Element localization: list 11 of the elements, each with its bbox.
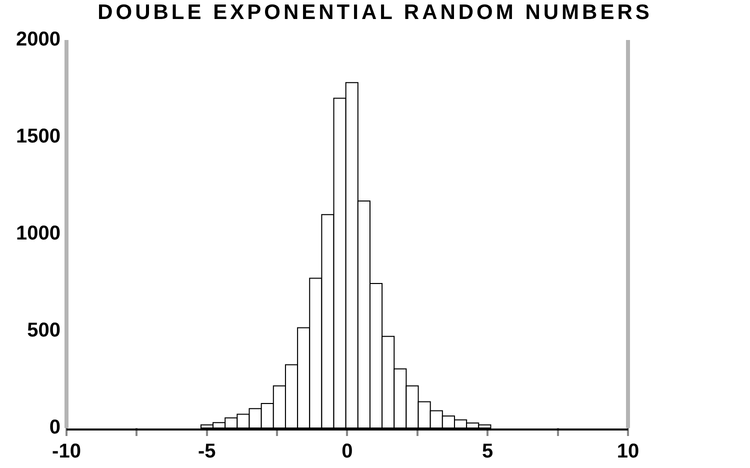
y-tick-label: 2000: [16, 28, 60, 51]
x-tick-label: 0: [342, 440, 353, 463]
x-tick-label: -5: [198, 440, 216, 463]
y-tick-label: 1000: [16, 222, 60, 245]
x-tick-label: 5: [482, 440, 494, 463]
y-tick-label: 0: [49, 416, 60, 439]
chart-title: DOUBLE EXPONENTIAL RANDOM NUMBERS: [96, 0, 654, 26]
x-tick-label: -10: [52, 440, 81, 463]
y-tick-label: 500: [27, 320, 60, 342]
x-tick-label: 10: [616, 440, 640, 463]
y-tick-label: 1500: [16, 126, 60, 148]
